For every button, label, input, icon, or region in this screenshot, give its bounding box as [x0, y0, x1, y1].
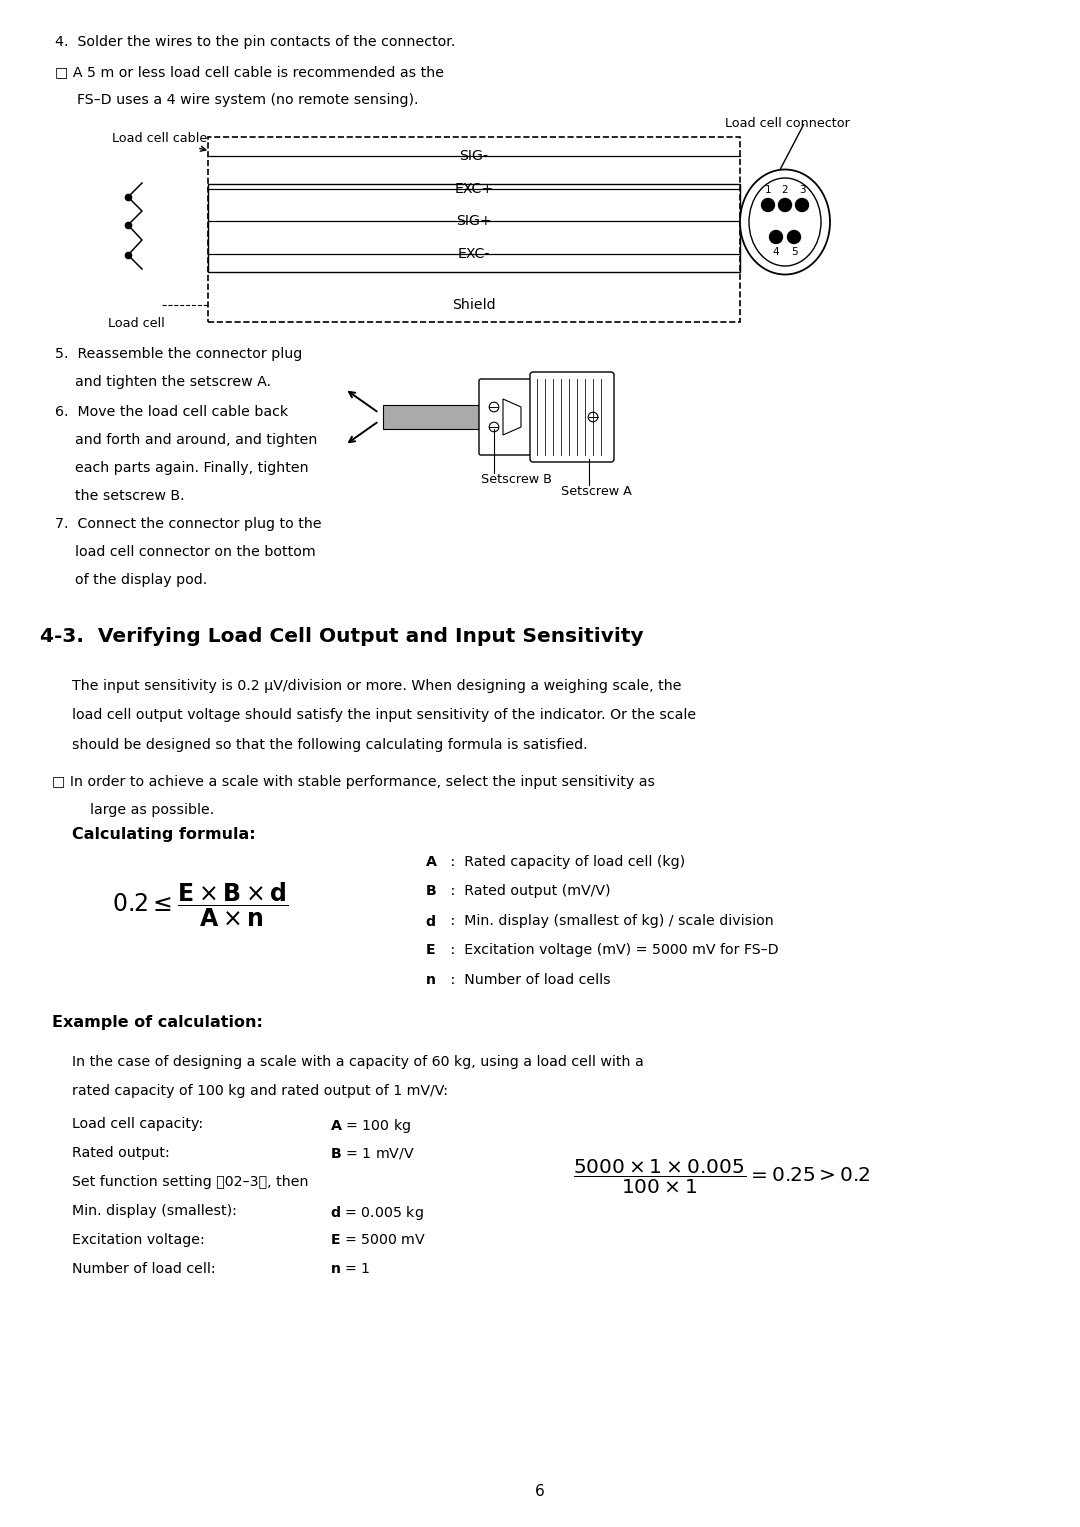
Text: :  Rated capacity of load cell (kg): : Rated capacity of load cell (kg): [446, 855, 685, 869]
Ellipse shape: [740, 169, 831, 275]
Circle shape: [489, 421, 499, 432]
Text: Set function setting 。02–3〃, then: Set function setting 。02–3〃, then: [72, 1174, 309, 1190]
Text: each parts again. Finally, tighten: each parts again. Finally, tighten: [75, 461, 309, 475]
FancyBboxPatch shape: [530, 373, 615, 463]
Text: and forth and around, and tighten: and forth and around, and tighten: [75, 434, 318, 447]
Text: Min. display (smallest):: Min. display (smallest):: [72, 1203, 237, 1219]
Circle shape: [589, 412, 598, 421]
Text: and tighten the setscrew A.: and tighten the setscrew A.: [75, 376, 271, 389]
Text: load cell connector on the bottom: load cell connector on the bottom: [75, 545, 315, 559]
Text: Load cell: Load cell: [108, 318, 165, 330]
Text: $\mathbf{d}$ = 0.005 kg: $\mathbf{d}$ = 0.005 kg: [330, 1203, 423, 1222]
Text: 2: 2: [782, 185, 788, 195]
Bar: [208, 183, 740, 272]
Bar: [383, 406, 481, 429]
Text: the setscrew B.: the setscrew B.: [75, 489, 185, 502]
Text: □ In order to achieve a scale with stable performance, select the input sensitiv: □ In order to achieve a scale with stabl…: [52, 776, 654, 789]
Circle shape: [761, 199, 774, 212]
Text: $\mathbf{E}$: $\mathbf{E}$: [426, 944, 435, 957]
Text: 1: 1: [765, 185, 771, 195]
Text: $\mathbf{n}$ = 1: $\mathbf{n}$ = 1: [330, 1261, 370, 1277]
Text: 3: 3: [799, 185, 806, 195]
Text: In the case of designing a scale with a capacity of 60 kg, using a load cell wit: In the case of designing a scale with a …: [72, 1055, 644, 1069]
Text: $\mathbf{B}$: $\mathbf{B}$: [426, 884, 436, 898]
Circle shape: [796, 199, 809, 212]
Text: $\mathbf{A}$: $\mathbf{A}$: [426, 855, 437, 869]
Text: $\mathbf{A}$ = 100 kg: $\mathbf{A}$ = 100 kg: [330, 1116, 411, 1135]
Text: □ A 5 m or less load cell cable is recommended as the: □ A 5 m or less load cell cable is recom…: [55, 66, 444, 79]
Text: 5.  Reassemble the connector plug: 5. Reassemble the connector plug: [55, 347, 302, 360]
Text: 4.  Solder the wires to the pin contacts of the connector.: 4. Solder the wires to the pin contacts …: [55, 35, 456, 49]
Text: load cell output voltage should satisfy the input sensitivity of the indicator. : load cell output voltage should satisfy …: [72, 709, 697, 722]
Text: EXC+: EXC+: [455, 182, 494, 195]
Text: Setscrew B: Setscrew B: [481, 473, 552, 486]
Text: Load cell cable: Load cell cable: [112, 131, 207, 151]
Text: 4: 4: [772, 247, 780, 257]
Circle shape: [489, 402, 499, 412]
Text: Rated output:: Rated output:: [72, 1145, 170, 1161]
Text: large as possible.: large as possible.: [90, 803, 214, 817]
Text: Load cell capacity:: Load cell capacity:: [72, 1116, 203, 1132]
Text: :  Number of load cells: : Number of load cells: [446, 973, 610, 986]
Text: 4-3.  Verifying Load Cell Output and Input Sensitivity: 4-3. Verifying Load Cell Output and Inpu…: [40, 628, 644, 646]
Text: rated capacity of 100 kg and rated output of 1 mV/V:: rated capacity of 100 kg and rated outpu…: [72, 1084, 448, 1098]
Text: $\mathbf{B}$ = 1 mV/V: $\mathbf{B}$ = 1 mV/V: [330, 1145, 415, 1161]
Text: :  Rated output (mV/V): : Rated output (mV/V): [446, 884, 610, 898]
Text: Shield: Shield: [453, 298, 496, 312]
Text: $\dfrac{5000 \times 1 \times 0.005}{100 \times 1} = 0.25 > 0.2$: $\dfrac{5000 \times 1 \times 0.005}{100 …: [573, 1157, 870, 1196]
Text: 7.  Connect the connector plug to the: 7. Connect the connector plug to the: [55, 518, 322, 531]
Text: Load cell connector: Load cell connector: [725, 118, 850, 130]
Circle shape: [769, 231, 783, 243]
Text: $\mathbf{n}$: $\mathbf{n}$: [426, 973, 436, 986]
Text: Number of load cell:: Number of load cell:: [72, 1261, 216, 1277]
Circle shape: [779, 199, 792, 212]
Text: FS–D uses a 4 wire system (no remote sensing).: FS–D uses a 4 wire system (no remote sen…: [77, 93, 419, 107]
Text: 6.  Move the load cell cable back: 6. Move the load cell cable back: [55, 405, 288, 418]
Circle shape: [787, 231, 800, 243]
Text: SIG+: SIG+: [456, 214, 491, 228]
Text: of the display pod.: of the display pod.: [75, 573, 207, 586]
Text: Excitation voltage:: Excitation voltage:: [72, 1232, 205, 1248]
Ellipse shape: [750, 179, 821, 266]
Text: Setscrew A: Setscrew A: [561, 486, 632, 498]
Text: $\mathbf{E}$ = 5000 mV: $\mathbf{E}$ = 5000 mV: [330, 1232, 427, 1248]
Text: $0.2 \leq \dfrac{\mathbf{E} \times \mathbf{B} \times \mathbf{d}}{\mathbf{A} \tim: $0.2 \leq \dfrac{\mathbf{E} \times \math…: [112, 881, 288, 930]
FancyBboxPatch shape: [480, 379, 535, 455]
Text: EXC-: EXC-: [458, 247, 490, 261]
Text: The input sensitivity is 0.2 μV/division or more. When designing a weighing scal: The input sensitivity is 0.2 μV/division…: [72, 680, 681, 693]
Text: should be designed so that the following calculating formula is satisfied.: should be designed so that the following…: [72, 738, 588, 751]
Text: :  Min. display (smallest of kg) / scale division: : Min. display (smallest of kg) / scale …: [446, 915, 773, 928]
Text: SIG-: SIG-: [459, 150, 488, 163]
Text: 5: 5: [791, 247, 797, 257]
Polygon shape: [503, 399, 521, 435]
Bar: [208, 137, 740, 322]
Text: $\mathbf{d}$: $\mathbf{d}$: [426, 915, 436, 928]
Text: Example of calculation:: Example of calculation:: [52, 1015, 262, 1031]
Text: 6: 6: [535, 1484, 545, 1500]
Text: Calculating formula:: Calculating formula:: [72, 828, 256, 841]
Text: :  Excitation voltage (mV) = 5000 mV for FS–D: : Excitation voltage (mV) = 5000 mV for …: [446, 944, 779, 957]
